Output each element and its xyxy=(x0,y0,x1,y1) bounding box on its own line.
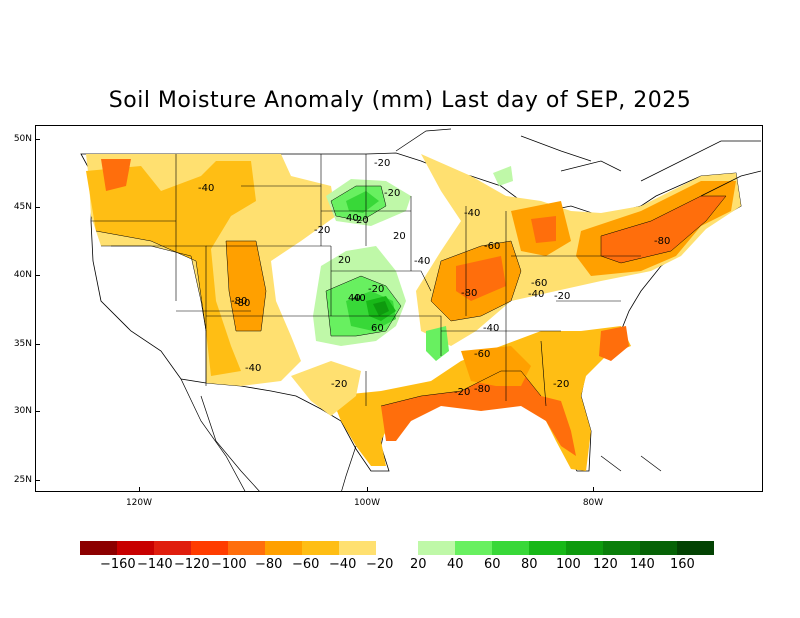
legend-swatch xyxy=(191,541,228,555)
legend-label: 100 xyxy=(556,557,581,572)
map-frame: -40 -20 -20 -40 -20 20 -20 -40 -60 40 -8… xyxy=(35,125,763,492)
contour-label: -40 xyxy=(198,183,214,194)
contour-label: 60 xyxy=(371,323,384,334)
legend-label: 40 xyxy=(447,557,464,572)
legend-swatch xyxy=(80,541,117,555)
contour-label: -20 xyxy=(553,379,569,390)
lon-tick xyxy=(593,487,594,492)
contour-label: -20 xyxy=(454,387,470,398)
lon-label-100w: 100W xyxy=(353,498,381,508)
contour-label: 20 xyxy=(356,215,369,226)
lat-label-35n: 35N xyxy=(13,339,32,349)
lat-tick xyxy=(35,139,40,140)
contour-label: -40 xyxy=(245,363,261,374)
contour-label: -40 xyxy=(528,289,544,300)
lat-tick xyxy=(35,411,40,412)
legend-swatch xyxy=(640,541,677,555)
contour-label: -20 xyxy=(374,158,390,169)
legend-label: −160 xyxy=(100,557,136,572)
contour-label: 40 xyxy=(346,213,359,224)
lon-tick xyxy=(367,487,368,492)
contour-label: -60 xyxy=(474,349,490,360)
legend-label: −40 xyxy=(329,557,357,572)
legend-swatch xyxy=(677,541,714,555)
contour-label: 40 xyxy=(348,293,361,304)
lat-tick xyxy=(35,275,40,276)
contour-lines xyxy=(95,185,727,407)
contour-label: -40 xyxy=(414,256,430,267)
contour-label: -40 xyxy=(464,208,480,219)
legend-swatch xyxy=(418,541,455,555)
contour-label: 20 xyxy=(393,231,406,242)
legend-label: 140 xyxy=(630,557,655,572)
neighbor-outlines xyxy=(180,128,762,491)
lon-label-80w: 80W xyxy=(582,498,604,508)
contour-label: -20 xyxy=(314,225,330,236)
contour-label: 40 xyxy=(353,293,366,304)
lat-label-40n: 40N xyxy=(13,270,32,280)
legend-label: −120 xyxy=(174,557,210,572)
legend-swatch xyxy=(492,541,529,555)
contour-label: -20 xyxy=(368,284,384,295)
anomaly-map: -40 -20 -20 -40 -20 20 -20 -40 -60 40 -8… xyxy=(80,128,762,491)
legend-swatch xyxy=(455,541,492,555)
contour-label: -60 xyxy=(531,278,547,289)
state-boundaries xyxy=(91,154,641,407)
legend-label: −20 xyxy=(366,557,394,572)
legend-swatch xyxy=(117,541,154,555)
legend-label: −140 xyxy=(137,557,173,572)
lon-tick xyxy=(139,487,140,492)
lat-tick xyxy=(35,344,40,345)
lat-label-25n: 25N xyxy=(13,475,32,485)
legend-swatch xyxy=(566,541,603,555)
contour-label: -80 xyxy=(474,384,490,395)
legend-label: 60 xyxy=(484,557,501,572)
legend-label: −100 xyxy=(211,557,247,572)
contour-label: -20 xyxy=(554,291,570,302)
legend-swatch xyxy=(265,541,302,555)
contour-label: -20 xyxy=(331,379,347,390)
map-title: Soil Moisture Anomaly (mm) Last day of S… xyxy=(108,88,692,113)
legend-label: −60 xyxy=(292,557,320,572)
legend-swatch xyxy=(529,541,566,555)
legend-swatch xyxy=(302,541,339,555)
lat-tick xyxy=(35,207,40,208)
legend-swatch xyxy=(154,541,191,555)
legend-swatch xyxy=(228,541,265,555)
contour-label: -80 xyxy=(231,296,247,307)
legend-swatch xyxy=(339,541,376,555)
contour-label: -20 xyxy=(384,188,400,199)
lat-label-30n: 30N xyxy=(13,406,32,416)
legend-label: 160 xyxy=(670,557,695,572)
legend-label: 80 xyxy=(521,557,538,572)
lon-label-120w: 120W xyxy=(125,498,153,508)
contour-label: -80 xyxy=(654,236,670,247)
contour-label: -80 xyxy=(234,298,250,309)
lat-label-50n: 50N xyxy=(13,134,32,144)
legend-label: 120 xyxy=(593,557,618,572)
contour-label: 20 xyxy=(338,255,351,266)
contour-label: -60 xyxy=(484,241,500,252)
legend-swatch xyxy=(603,541,640,555)
legend-label: 20 xyxy=(410,557,427,572)
lat-label-45n: 45N xyxy=(13,202,32,212)
contour-label: -80 xyxy=(461,288,477,299)
dry-anomaly-regions xyxy=(86,154,741,471)
contour-label: -40 xyxy=(483,323,499,334)
lat-tick xyxy=(35,480,40,481)
contour-labels: -40 -20 -20 -40 -20 20 -20 -40 -60 40 -8… xyxy=(198,158,670,398)
legend-label: −80 xyxy=(255,557,283,572)
